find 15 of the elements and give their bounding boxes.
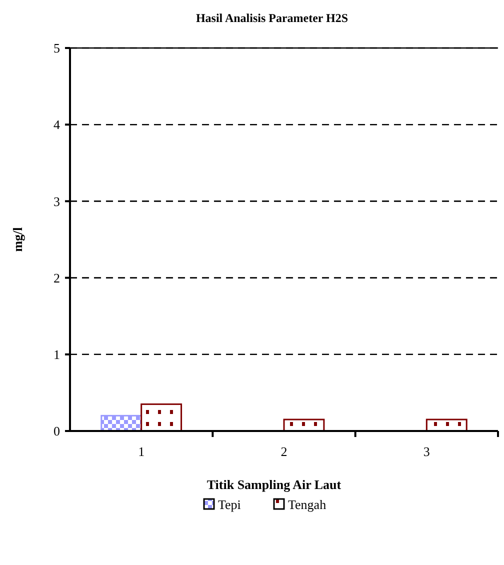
chart-title: Hasil Analisis Parameter H2S xyxy=(196,11,348,25)
y-axis-title: mg/l xyxy=(10,226,25,252)
x-tick-label: 3 xyxy=(423,444,430,459)
y-tick-label: 2 xyxy=(54,270,60,286)
x-axis-title: Titik Sampling Air Laut xyxy=(206,477,342,492)
y-tick-label: 4 xyxy=(54,117,60,132)
y-tick-label: 3 xyxy=(54,194,60,209)
legend-label: Tengah xyxy=(288,497,327,512)
y-tick-label: 1 xyxy=(54,346,60,362)
x-tick-label: 1 xyxy=(138,444,145,459)
bar xyxy=(140,403,182,432)
y-tick-label: 0 xyxy=(54,424,60,439)
legend-label: Tepi xyxy=(218,497,242,512)
x-tick-label: 2 xyxy=(280,444,288,459)
y-tick-label: 5 xyxy=(54,40,60,56)
